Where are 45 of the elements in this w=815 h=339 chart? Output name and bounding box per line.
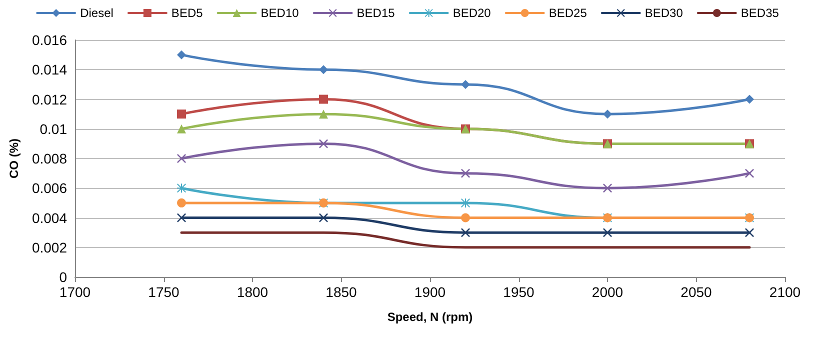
point [603, 184, 612, 193]
y-tick-label: 0.016 [32, 32, 68, 48]
point [177, 50, 186, 60]
point [319, 139, 328, 148]
y-tick-label: 0.012 [32, 91, 68, 108]
point [319, 65, 328, 74]
x-tick-label: 2000 [592, 284, 624, 300]
y-tick-label: 0.004 [32, 210, 68, 226]
point [177, 184, 186, 193]
point [319, 94, 328, 104]
point [461, 213, 470, 222]
y-tick-label: 0.008 [32, 150, 68, 166]
x-tick-label: 1950 [503, 284, 535, 300]
point [461, 198, 470, 208]
legend-label: BED35 [740, 6, 780, 20]
y-tick-label: 0.006 [32, 180, 68, 196]
x-axis-title: Speed, N (rpm) [387, 310, 473, 324]
point [461, 80, 470, 89]
x-tick-label: 1850 [326, 284, 358, 300]
y-tick-label: 0.002 [32, 239, 68, 256]
point [745, 168, 754, 178]
x-tick-label: 2100 [769, 284, 801, 300]
y-tick-label: 0.01 [40, 120, 68, 137]
legend-label: BED5 [171, 6, 204, 20]
x-tick-label: 1800 [236, 284, 268, 300]
y-tick-label: 0.014 [32, 62, 68, 78]
y-axis-title: CO (%) [7, 138, 21, 178]
point [177, 213, 186, 222]
point [177, 110, 186, 119]
point [603, 110, 612, 119]
legend-label: BED15 [356, 6, 396, 20]
point [177, 198, 186, 208]
point [461, 168, 470, 178]
legend-label: BED10 [260, 6, 300, 20]
point [745, 94, 754, 104]
y-tick-label: 0 [59, 269, 68, 285]
legend-label: BED25 [548, 6, 588, 20]
x-tick-label: 1750 [148, 284, 180, 300]
x-tick-label: 1900 [414, 284, 446, 300]
x-tick-label: 1700 [59, 284, 91, 300]
point [319, 213, 328, 222]
x-tick-label: 2050 [680, 284, 712, 300]
legend-label: BED20 [452, 6, 492, 20]
legend-label: Diesel [80, 6, 114, 20]
legend-label: BED30 [644, 6, 684, 20]
